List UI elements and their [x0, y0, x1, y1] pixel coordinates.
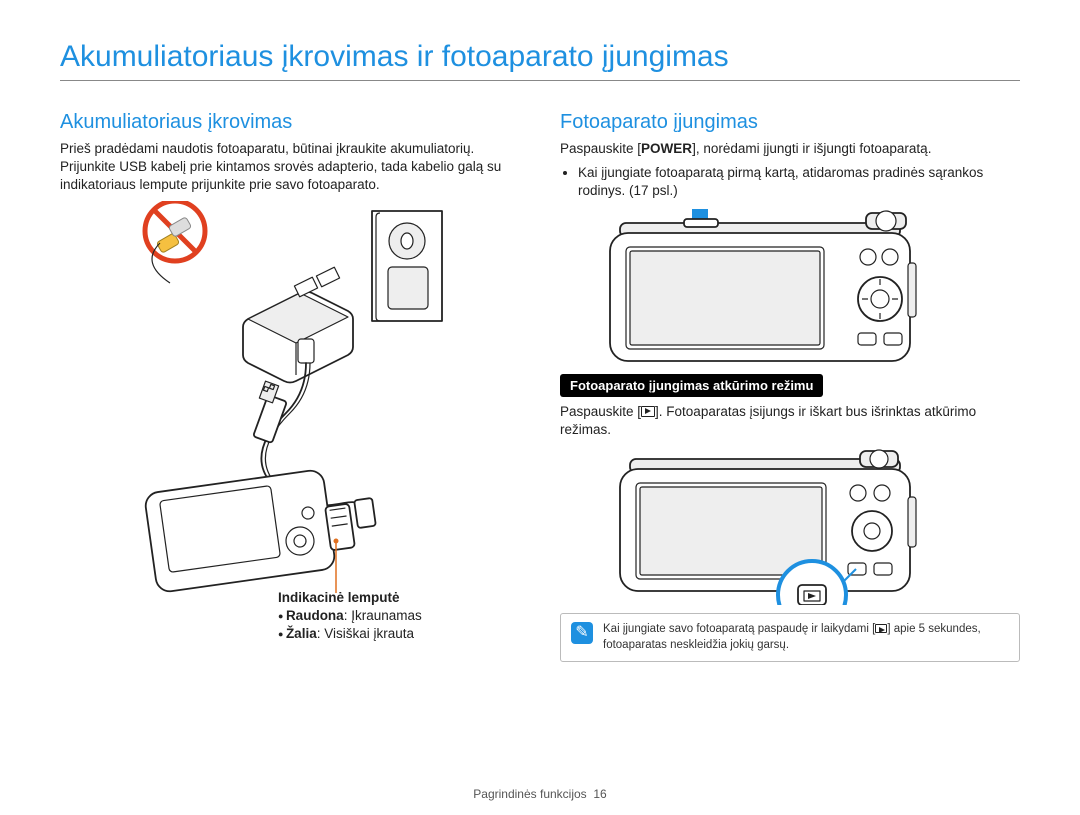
two-column-layout: Akumuliatoriaus įkrovimas Prieš pradėdam…: [60, 111, 1020, 662]
prohibit-icon: [145, 201, 205, 283]
footer-page: 16: [593, 787, 606, 801]
power-line-b: ], norėdami įjungti ir išjungti fotoapar…: [692, 141, 931, 156]
adapter-icon: [243, 267, 353, 382]
indicator-legend: Indikacinė lemputė Raudona: Įkraunamas Ž…: [278, 589, 422, 644]
playback-line-a: Paspauskite [: [560, 404, 641, 419]
page-footer: Pagrindinės funkcijos 16: [0, 787, 1080, 801]
right-column: Fotoaparato įjungimas Paspauskite [POWER…: [560, 111, 1020, 662]
left-heading: Akumuliatoriaus įkrovimas: [60, 111, 520, 134]
right-heading: Fotoaparato įjungimas: [560, 111, 1020, 134]
playback-badge: Fotoaparato įjungimas atkūrimo režimu: [560, 374, 823, 397]
mini-usb-plug-icon: [354, 498, 376, 528]
play-icon: [641, 406, 655, 417]
wall-outlet-icon: [372, 211, 442, 321]
page-title: Akumuliatoriaus įkrovimas ir fotoaparato…: [60, 40, 1020, 74]
note-box: ✎ Kai įjungiate savo fotoaparatą paspaud…: [560, 613, 1020, 662]
indicator-red-row: Raudona: Įkraunamas: [278, 607, 422, 625]
footer-section: Pagrindinės funkcijos: [473, 787, 586, 801]
camera-playback-diagram: [560, 445, 1020, 605]
playback-para: Paspauskite []. Fotoaparatas įsijungs ir…: [560, 403, 1020, 439]
power-para: Paspauskite [POWER], norėdami įjungti ir…: [560, 140, 1020, 158]
callout-dot: [334, 538, 339, 543]
power-bullets: Kai įjungiate fotoaparatą pirmą kartą, a…: [560, 164, 1020, 200]
left-para: Prieš pradėdami naudotis fotoaparatu, bū…: [60, 140, 520, 195]
indicator-red-label: Raudona: [286, 608, 344, 623]
play-icon: [875, 624, 887, 633]
camera-power-diagram: [560, 205, 1020, 370]
usb-plug-icon: [253, 381, 287, 443]
note-a: Kai įjungiate savo fotoaparatą paspaudę …: [603, 623, 875, 635]
indicator-green-row: Žalia: Visiškai įkrauta: [278, 625, 422, 643]
indicator-green-desc: : Visiškai įkrauta: [317, 626, 414, 641]
title-rule: [60, 80, 1020, 81]
power-line-a: Paspauskite [: [560, 141, 641, 156]
camera-back-small-icon: [144, 469, 355, 593]
indicator-title: Indikacinė lemputė: [278, 589, 422, 607]
power-bullet-1: Kai įjungiate fotoaparatą pirmą kartą, a…: [578, 164, 1020, 200]
camera-back-icon: [620, 450, 916, 591]
note-info-icon: ✎: [571, 622, 593, 644]
power-bold: POWER: [641, 141, 692, 156]
indicator-green-label: Žalia: [286, 626, 317, 641]
camera-back-icon: [610, 211, 916, 361]
manual-page: Akumuliatoriaus įkrovimas ir fotoaparato…: [0, 0, 1080, 815]
indicator-red-desc: : Įkraunamas: [344, 608, 422, 623]
note-text: Kai įjungiate savo fotoaparatą paspaudę …: [603, 622, 1009, 653]
left-column: Akumuliatoriaus įkrovimas Prieš pradėdam…: [60, 111, 520, 662]
charging-diagram: Indikacinė lemputė Raudona: Įkraunamas Ž…: [60, 201, 520, 641]
